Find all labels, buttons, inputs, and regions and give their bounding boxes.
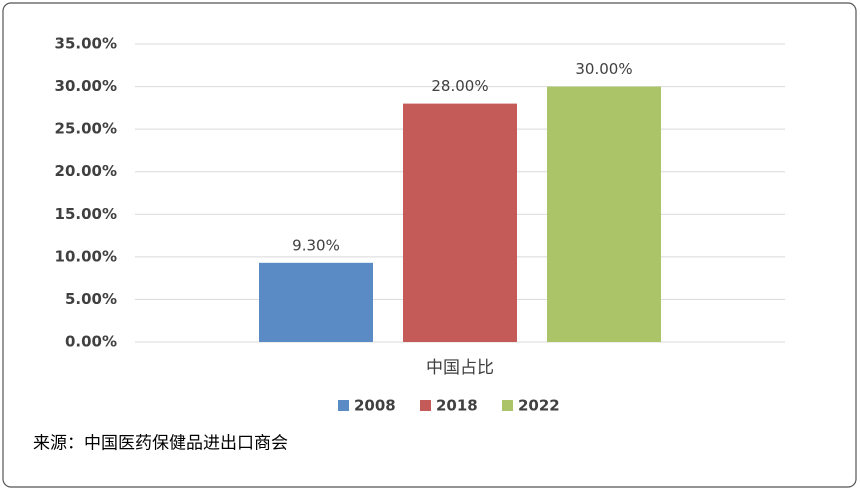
bar bbox=[547, 86, 661, 342]
value-label: 9.30% bbox=[292, 236, 340, 254]
y-tick-label: 0.00% bbox=[65, 333, 117, 351]
legend-swatch bbox=[502, 400, 513, 411]
bar bbox=[259, 262, 373, 342]
legend-swatch bbox=[420, 400, 431, 411]
x-tick-label: 中国占比 bbox=[426, 358, 494, 378]
legend-label: 2008 bbox=[354, 397, 396, 415]
legend-swatch bbox=[338, 400, 349, 411]
y-tick-label: 30.00% bbox=[55, 77, 117, 95]
y-tick-label: 25.00% bbox=[55, 120, 117, 138]
legend-label: 2018 bbox=[436, 397, 478, 415]
y-tick-label: 35.00% bbox=[55, 35, 117, 53]
value-label: 28.00% bbox=[431, 77, 488, 95]
legend-label: 2022 bbox=[518, 397, 560, 415]
value-label: 30.00% bbox=[575, 60, 632, 78]
y-tick-label: 20.00% bbox=[55, 162, 117, 180]
source-note: 来源：中国医药保健品进出口商会 bbox=[33, 434, 288, 454]
y-tick-label: 5.00% bbox=[65, 290, 117, 308]
bar bbox=[403, 103, 517, 342]
y-tick-label: 10.00% bbox=[55, 247, 117, 265]
y-tick-label: 15.00% bbox=[55, 205, 117, 223]
